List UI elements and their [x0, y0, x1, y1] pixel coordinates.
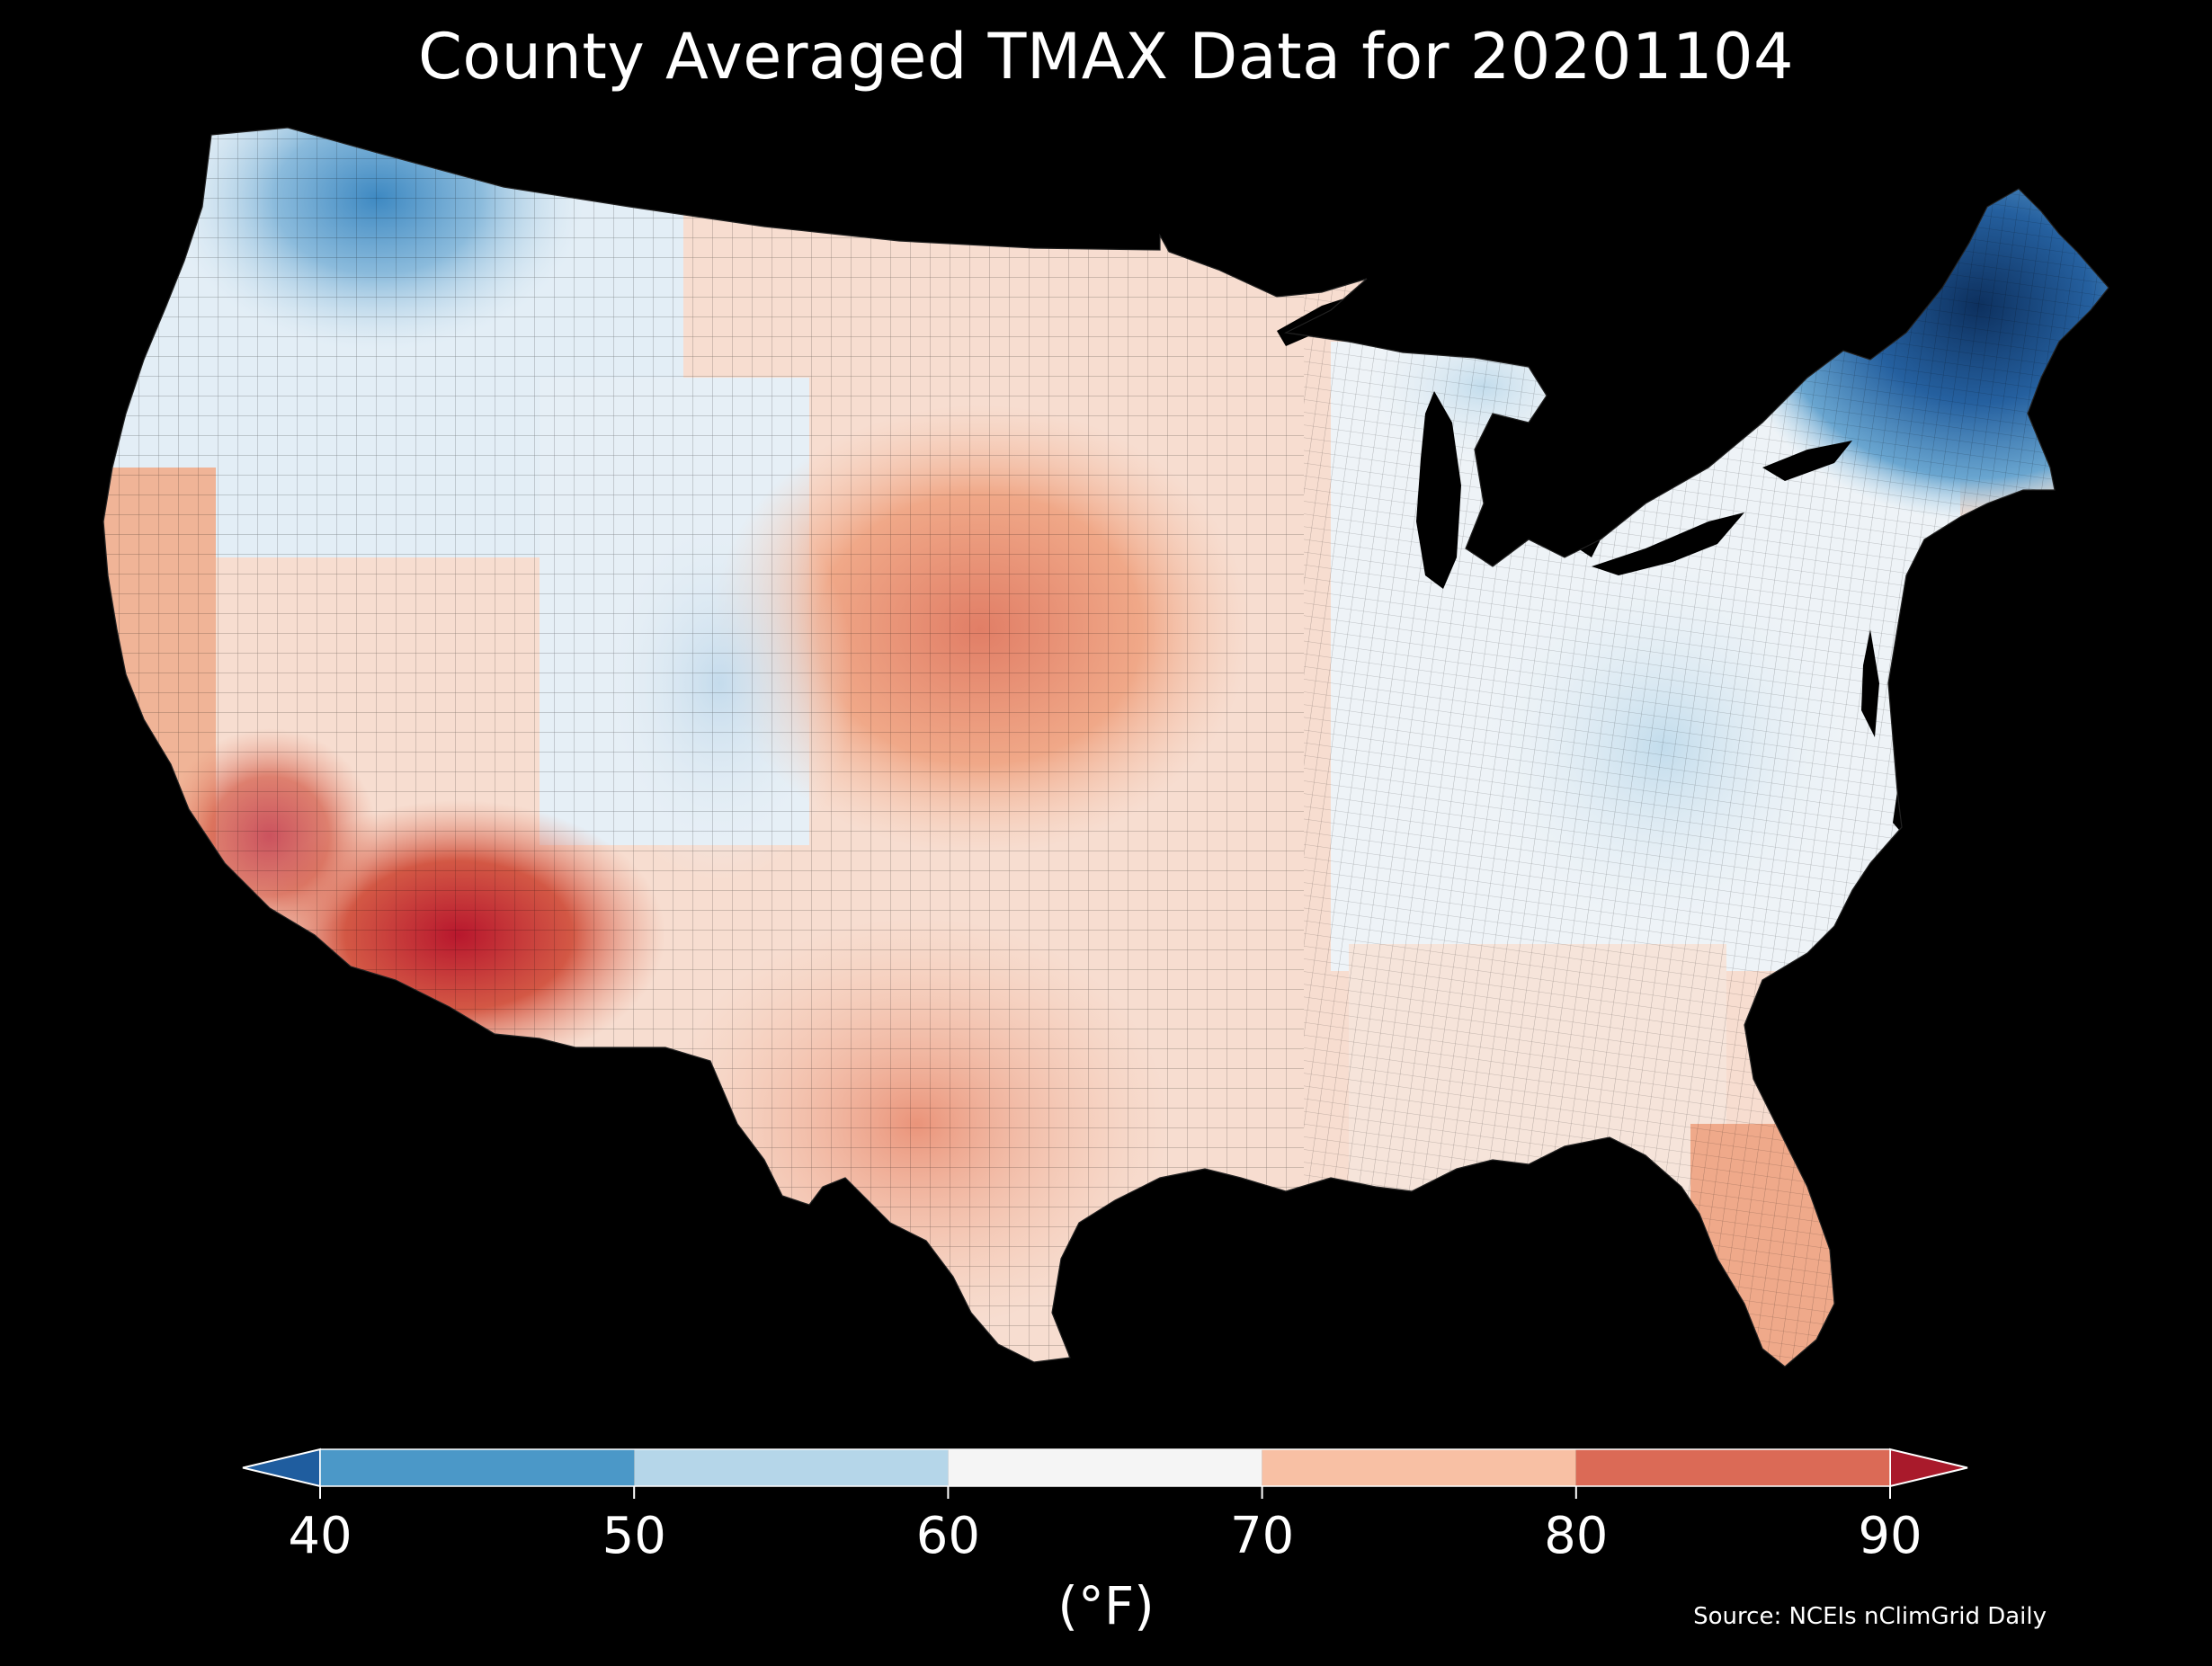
- colorbar-unit-label: (°F): [1057, 1575, 1155, 1636]
- map-title: County Averaged TMAX Data for 20201104: [417, 20, 1795, 94]
- colorbar-bin-3: [1262, 1449, 1576, 1486]
- colorbar-bin-2: [948, 1449, 1262, 1486]
- colorbar-bin-0: [320, 1449, 635, 1486]
- choropleth-map: [103, 127, 2109, 1368]
- colorbar-extend-under: [242, 1448, 321, 1488]
- colorbar-tick-label-50: 50: [602, 1507, 666, 1565]
- colorbar-tick-label-60: 60: [916, 1507, 980, 1565]
- coastal-waters: [1861, 629, 1911, 836]
- colorbar-tick-label-80: 80: [1544, 1507, 1608, 1565]
- great-lakes: [1277, 290, 1852, 589]
- source-credit: Source: NCEIs nClimGrid Daily: [1693, 1603, 2047, 1630]
- colorbar-bin-4: [1575, 1449, 1890, 1486]
- colorbar-frame: [319, 1448, 1891, 1487]
- colorbar-tick-label-70: 70: [1230, 1507, 1294, 1565]
- colorbar-bin-1: [634, 1449, 949, 1486]
- colorbar-tick-label-90: 90: [1858, 1507, 1922, 1565]
- colorbar-tick-label-40: 40: [288, 1507, 352, 1565]
- colorbar-extend-over: [1889, 1448, 1968, 1488]
